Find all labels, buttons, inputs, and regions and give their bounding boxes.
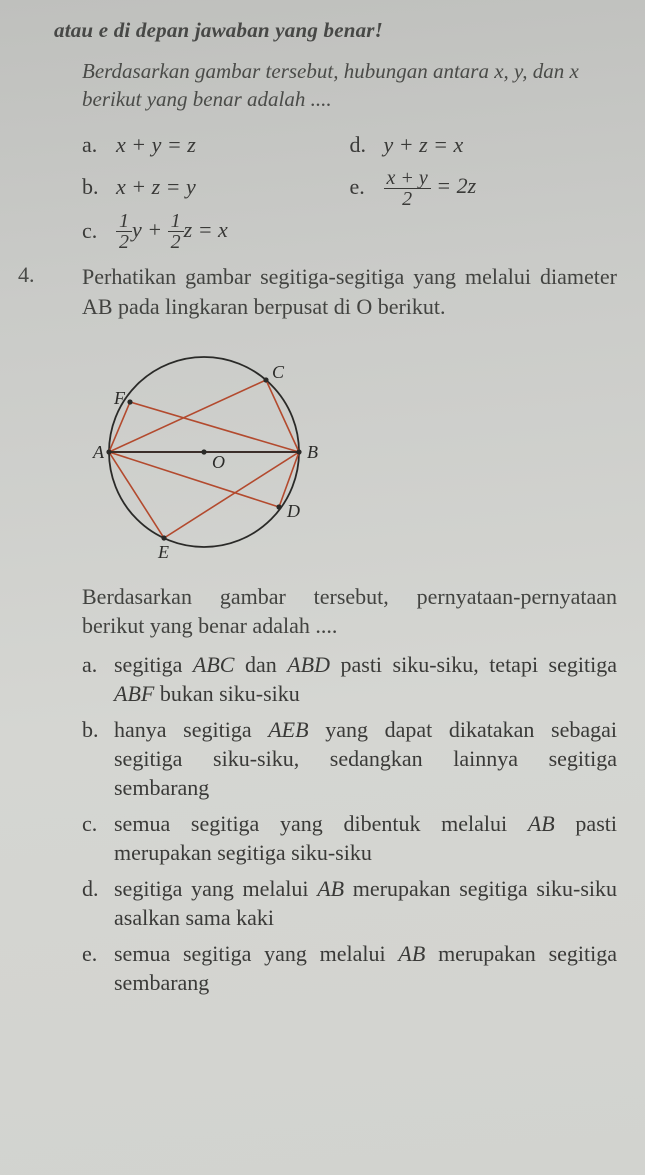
option-letter: e. [350, 166, 370, 208]
option-letter: e. [82, 940, 114, 997]
option-letter: d. [350, 124, 370, 166]
svg-text:F: F [113, 388, 126, 408]
option-expr: 12y + 12z = x [116, 209, 228, 252]
circle-diagram: A B C F D E O [74, 332, 617, 572]
svg-text:E: E [157, 542, 169, 562]
question-4: 4. Perhatikan gambar segitiga-segitiga y… [54, 262, 617, 997]
fraction-icon: x + y2 [384, 168, 431, 209]
option-letter: b. [82, 716, 114, 802]
svg-text:A: A [92, 442, 105, 462]
q4-option-d: d. segitiga yang melalui AB merupakan se… [82, 875, 617, 932]
option-expr: x + y2 = 2z [384, 165, 477, 208]
q3-option-b: b. x + z = y [82, 165, 350, 208]
svg-text:O: O [212, 452, 225, 472]
option-letter: a. [82, 651, 114, 708]
question-number: 4. [18, 262, 35, 288]
q3-options: a. x + y = z d. y + z = x b. x + z = y e… [82, 124, 617, 253]
page: atau e di depan jawaban yang benar! Berd… [0, 0, 645, 1175]
q4-option-e: e. semua segitiga yang melalui AB merupa… [82, 940, 617, 997]
q4-after-fig: Berdasarkan gambar tersebut, pernyataan-… [82, 582, 617, 641]
option-letter: b. [82, 166, 102, 208]
q4-option-b: b. hanya segitiga AEB yang dapat dikatak… [82, 716, 617, 802]
option-letter: c. [82, 810, 114, 867]
svg-text:D: D [286, 501, 300, 521]
opt-row: a. x + y = z d. y + z = x [82, 124, 617, 166]
q3-option-d: d. y + z = x [350, 124, 618, 166]
top-instruction: atau e di depan jawaban yang benar! [54, 18, 617, 43]
option-expr: x + y = z [116, 124, 196, 166]
q3-option-c: c. 12y + 12z = x [82, 209, 350, 252]
option-letter: a. [82, 124, 102, 166]
option-text: segitiga ABC dan ABD pasti siku-siku, te… [114, 651, 617, 708]
q3-option-a: a. x + y = z [82, 124, 350, 166]
svg-text:B: B [307, 442, 318, 462]
q4-option-a: a. segitiga ABC dan ABD pasti siku-siku,… [82, 651, 617, 708]
option-text: hanya segitiga AEB yang dapat dikatakan … [114, 716, 617, 802]
svg-text:C: C [272, 362, 285, 382]
q3-option-e: e. x + y2 = 2z [350, 165, 618, 208]
option-expr: y + z = x [384, 124, 464, 166]
opt-row: c. 12y + 12z = x [82, 209, 617, 252]
q4-intro: Perhatikan gambar segitiga-segitiga yang… [82, 262, 617, 321]
opt-row: b. x + z = y e. x + y2 = 2z [82, 165, 617, 208]
q3-intro: Berdasarkan gambar tersebut, hubungan an… [82, 57, 617, 114]
q4-option-c: c. semua segitiga yang dibentuk melalui … [82, 810, 617, 867]
geometry-svg: A B C F D E O [74, 332, 344, 567]
option-text: semua segitiga yang dibentuk melalui AB … [114, 810, 617, 867]
option-letter: d. [82, 875, 114, 932]
option-text: segitiga yang melalui AB merupakan segit… [114, 875, 617, 932]
q4-options: a. segitiga ABC dan ABD pasti siku-siku,… [82, 651, 617, 998]
option-text: semua segitiga yang melalui AB merupakan… [114, 940, 617, 997]
fraction-icon: 12 [168, 211, 184, 252]
option-expr: x + z = y [116, 166, 196, 208]
fraction-icon: 12 [116, 211, 132, 252]
option-letter: c. [82, 210, 102, 252]
